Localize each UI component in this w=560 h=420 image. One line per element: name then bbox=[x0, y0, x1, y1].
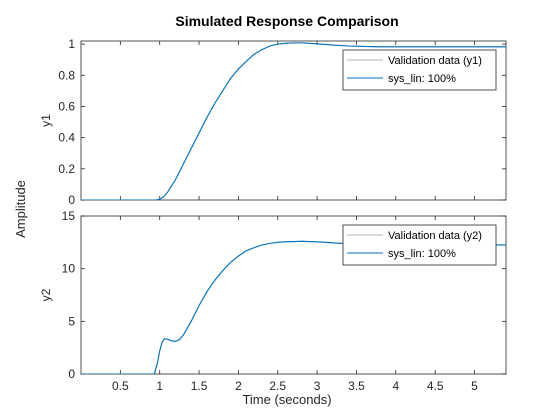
y-axis-label-1: y1 bbox=[39, 114, 53, 127]
x-tick-label: 1.5 bbox=[191, 379, 208, 393]
x-tick-label: 0.5 bbox=[112, 379, 129, 393]
y-tick-label: 0.6 bbox=[58, 99, 75, 113]
legend-entry: sys_lin: 100% bbox=[388, 248, 456, 260]
y-tick-label: 0.2 bbox=[58, 162, 75, 176]
x-tick-label: 2 bbox=[235, 379, 242, 393]
y-tick-label: 0.4 bbox=[58, 131, 75, 145]
y-tick-label: 15 bbox=[62, 209, 76, 223]
plot-panel-2: 0.5 1 1.5 2 2.5 3 3.5 4 4.5 5 0 5 10 15 y2 Validation d… bbox=[39, 209, 507, 393]
legend-2: Validation data (y2) sys_lin: 100% bbox=[342, 224, 497, 266]
chart-title: Simulated Response Comparison bbox=[175, 13, 398, 29]
x-tick-label: 3 bbox=[314, 379, 321, 393]
legend-entry: Validation data (y1) bbox=[388, 55, 482, 67]
legend-box bbox=[342, 49, 497, 91]
x-tick-label: 2.5 bbox=[269, 379, 286, 393]
x-tick-label: 5 bbox=[471, 379, 478, 393]
y-tick-label: 0 bbox=[68, 193, 75, 207]
x-tick-label: 4.5 bbox=[427, 379, 444, 393]
series-line-sys-lin bbox=[81, 42, 506, 200]
y-tick-label: 0.8 bbox=[58, 68, 75, 82]
figure-y-label: Amplitude bbox=[13, 180, 28, 238]
x-tick-label: 1 bbox=[156, 379, 163, 393]
y-tick-label: 0 bbox=[68, 367, 75, 381]
y-tick-label: 1 bbox=[68, 37, 75, 51]
y-tick-label: 5 bbox=[68, 314, 75, 328]
y-tick-label: 10 bbox=[62, 262, 76, 276]
legend-entry: Validation data (y2) bbox=[388, 230, 482, 242]
plot-panel-1: 0 0.2 0.4 0.6 0.8 1 y1 Validation data (y1) sys_… bbox=[39, 37, 507, 207]
legend-1: Validation data (y1) sys_lin: 100% bbox=[342, 49, 497, 91]
x-tick-label: 3.5 bbox=[348, 379, 365, 393]
y-axis-label-2: y2 bbox=[39, 288, 53, 301]
legend-box bbox=[342, 224, 497, 266]
legend-entry: sys_lin: 100% bbox=[388, 73, 456, 85]
x-tick-label: 4 bbox=[392, 379, 399, 393]
figure-x-label: Time (seconds) bbox=[242, 392, 331, 407]
